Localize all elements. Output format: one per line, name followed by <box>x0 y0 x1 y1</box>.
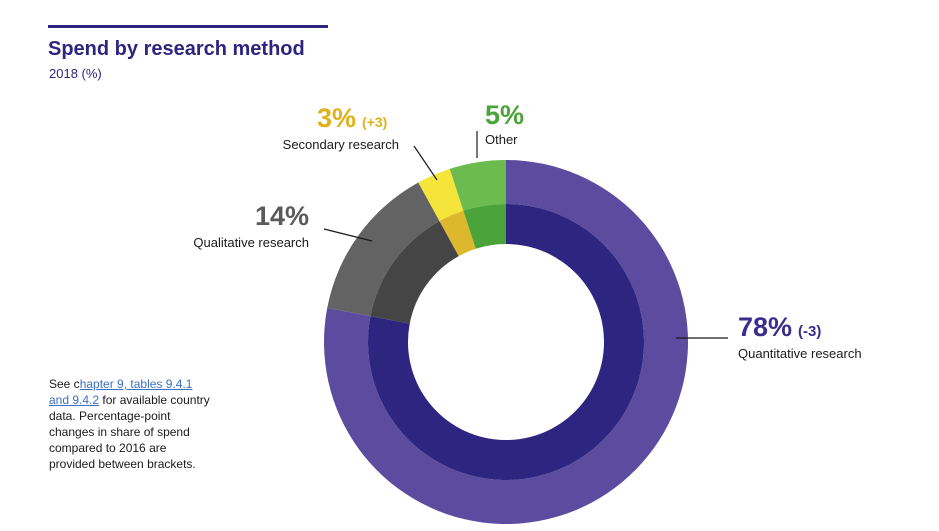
inner-slice-other <box>463 204 506 249</box>
footnote-prefix: See c <box>49 377 80 391</box>
value-label-quantitative-research: 78% (-3) <box>738 312 821 342</box>
inner-slice-qualitative-research <box>370 221 459 324</box>
category-label-secondary-research: Secondary research <box>283 137 399 152</box>
title-rule <box>48 25 328 28</box>
inner-ring <box>368 204 644 481</box>
value-text-qualitative-research: 14% <box>255 201 309 231</box>
outer-ring <box>324 160 689 524</box>
value-text-secondary-research: 3% <box>317 103 356 133</box>
leader-line-qualitative-research <box>323 228 373 242</box>
slice-labels: 78% (-3) Quantitative research 14% Qualitati… <box>193 100 861 361</box>
chart-title: Spend by research method <box>48 38 305 60</box>
footnote-suffix: for available country data. Percentage-p… <box>49 393 210 471</box>
inner-slice-secondary-research <box>439 210 476 257</box>
category-label-other: Other <box>485 132 518 147</box>
footnote: See chapter 9, tables 9.4.1 and 9.4.2 fo… <box>49 376 214 472</box>
value-text-quantitative-research: 78% <box>738 312 792 342</box>
value-label-qualitative-research: 14% <box>255 201 309 231</box>
value-text-other: 5% <box>485 100 524 130</box>
value-label-secondary-research: 3% (+3) <box>317 103 387 133</box>
outer-slice-other <box>449 160 506 211</box>
change-text-quantitative-research: (-3) <box>798 323 821 340</box>
chart-subtitle: 2018 (%) <box>49 66 102 81</box>
outer-slice-secondary-research <box>418 168 464 222</box>
category-label-quantitative-research: Quantitative research <box>738 346 862 361</box>
change-text-secondary-research: (+3) <box>362 114 387 130</box>
outer-slice-qualitative-research <box>327 182 440 317</box>
leader-line-secondary-research <box>413 145 438 181</box>
value-label-other: 5% <box>485 100 524 130</box>
leader-lines <box>323 131 728 339</box>
category-label-qualitative-research: Qualitative research <box>193 235 309 250</box>
chapter-link[interactable]: hapter 9, tables 9.4.1 and 9.4.2 <box>49 377 193 407</box>
